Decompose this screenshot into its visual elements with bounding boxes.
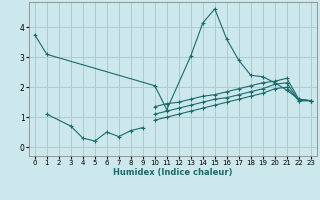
- X-axis label: Humidex (Indice chaleur): Humidex (Indice chaleur): [113, 168, 233, 177]
